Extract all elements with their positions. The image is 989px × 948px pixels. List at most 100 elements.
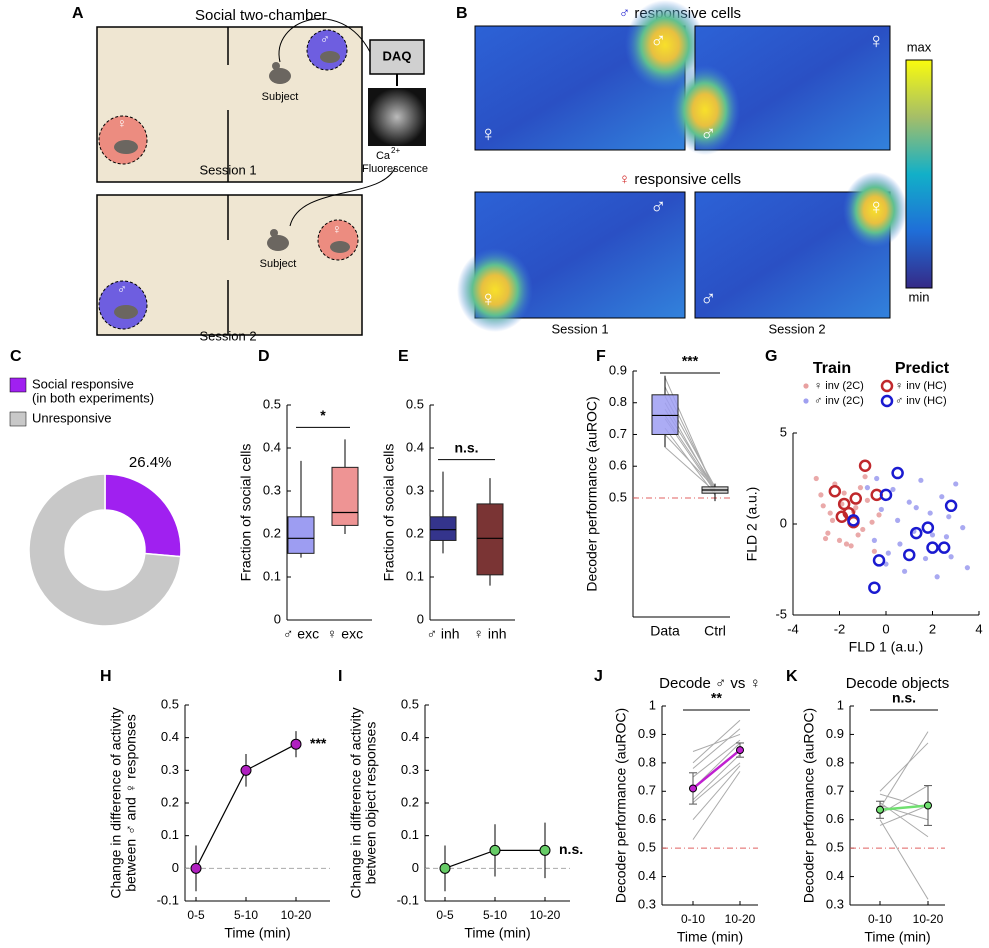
y-tick-label: 0.1 [401,827,419,842]
y-axis-label: Fraction of social cells [238,444,254,582]
train-point [841,490,847,496]
predict-point [847,514,860,527]
y-tick-label: 0.4 [401,729,419,744]
panel-b: B ♂ responsive cells ♀ responsive cells … [456,0,933,336]
y-axis-label: Change in difference of activity [108,707,124,898]
symbol: ♀ [619,171,630,188]
train-point [934,574,940,580]
y-tick-label: 0.7 [638,783,656,798]
train-point [822,535,829,542]
x-tick-label: 2 [929,621,936,636]
pair-line [692,762,741,804]
predict-point [903,548,916,562]
train-point [857,485,864,491]
x-tick-label: -2 [834,621,846,636]
train-point [918,477,924,483]
symbol: ♂ [700,121,717,146]
train-point [890,486,896,493]
legend-label: Unresponsive [32,410,112,425]
panel-label: K [786,668,798,685]
y-tick-label: 0.4 [161,729,179,744]
train-point [874,475,880,482]
box [287,516,315,554]
train-point [895,517,901,523]
y-tick-label: 0.3 [161,762,179,777]
y-tick-label: 0 [412,860,419,875]
pair-line [879,805,929,826]
y-axis-label: Decoder performance (auROC) [584,396,600,591]
y-axis-label: FLD 2 (a.u.) [744,487,760,562]
predict-point [891,466,904,480]
mean-point [539,844,551,856]
symbol: ♀ [332,221,342,236]
y-tick-label: -0.1 [157,892,179,907]
legend-marker [880,379,894,393]
chart-title: Decode ♂ vs ♀ [659,675,761,692]
y-tick-label: 0.9 [609,362,627,377]
train-point [913,505,919,511]
y-tick-label: 0.5 [826,840,844,855]
colorbar-min: min [909,289,930,304]
x-tick-label: ♀ exc [327,626,363,642]
session-label: Session 1 [199,162,256,177]
significance-label: n.s. [559,841,583,857]
ca-superscript: 2+ [391,146,400,155]
y-tick-label: 0.3 [638,896,656,911]
significance-label: ** [711,690,722,706]
mice [114,51,350,319]
title: Social two-chamber [195,7,327,24]
symbol: ♀ [868,194,885,219]
pair-line [879,731,929,809]
y-tick-label: 0.5 [161,696,179,711]
y-tick-label: 0.2 [401,794,419,809]
y-tick-label: 0.7 [826,783,844,798]
y-tick-label: 0.8 [609,394,627,409]
x-tick-label: ♀ inh [473,626,506,642]
train-point [922,555,929,562]
pair-line [692,753,741,801]
train-point [813,475,819,482]
predict-point [926,541,939,554]
y-tick-label: 0 [172,860,179,875]
legend-title: Predict [895,360,950,377]
legend-marker [880,394,894,408]
session-label: Session 2 [768,321,825,336]
legend-label: ♂ inv (2C) [814,395,864,407]
mean-point [489,844,501,856]
train-point [848,543,854,549]
legend-swatch [9,377,27,393]
x-tick-label: 0-10 [681,912,705,926]
y-tick-label: 0.2 [406,525,424,540]
y-tick-label: 0.3 [401,762,419,777]
significance-label: *** [310,735,327,751]
train-point [902,568,908,574]
train-point [871,548,877,554]
train-point [960,525,966,531]
predict-point [937,541,951,554]
x-tick-label: ♂ inh [426,626,459,642]
pair-line [692,733,741,752]
predict-point [944,499,958,513]
x-tick-label: 0-10 [868,912,892,926]
x-axis-label: Time (min) [864,929,930,945]
predict-point [858,459,872,473]
panel-label: I [338,668,342,685]
predict-point [828,484,842,498]
pair-line [692,771,741,840]
y-tick-label: 0 [780,515,787,530]
panel-label: D [258,348,270,365]
legend-label: (in both experiments) [32,390,154,405]
mean-line [879,804,929,812]
significance-label: *** [682,353,699,369]
symbol: ♂ [650,194,667,219]
train-point [829,517,836,523]
panel-label: G [765,348,777,365]
fluorescence-label: Fluorescence [362,163,428,175]
train-point [906,499,912,505]
y-tick-label: 0.5 [406,396,424,411]
x-tick-label: ♂ exc [283,626,319,642]
y-tick-label: 0.7 [609,426,627,441]
value-label: 26.4% [129,454,172,471]
title-text: responsive cells [634,171,741,188]
